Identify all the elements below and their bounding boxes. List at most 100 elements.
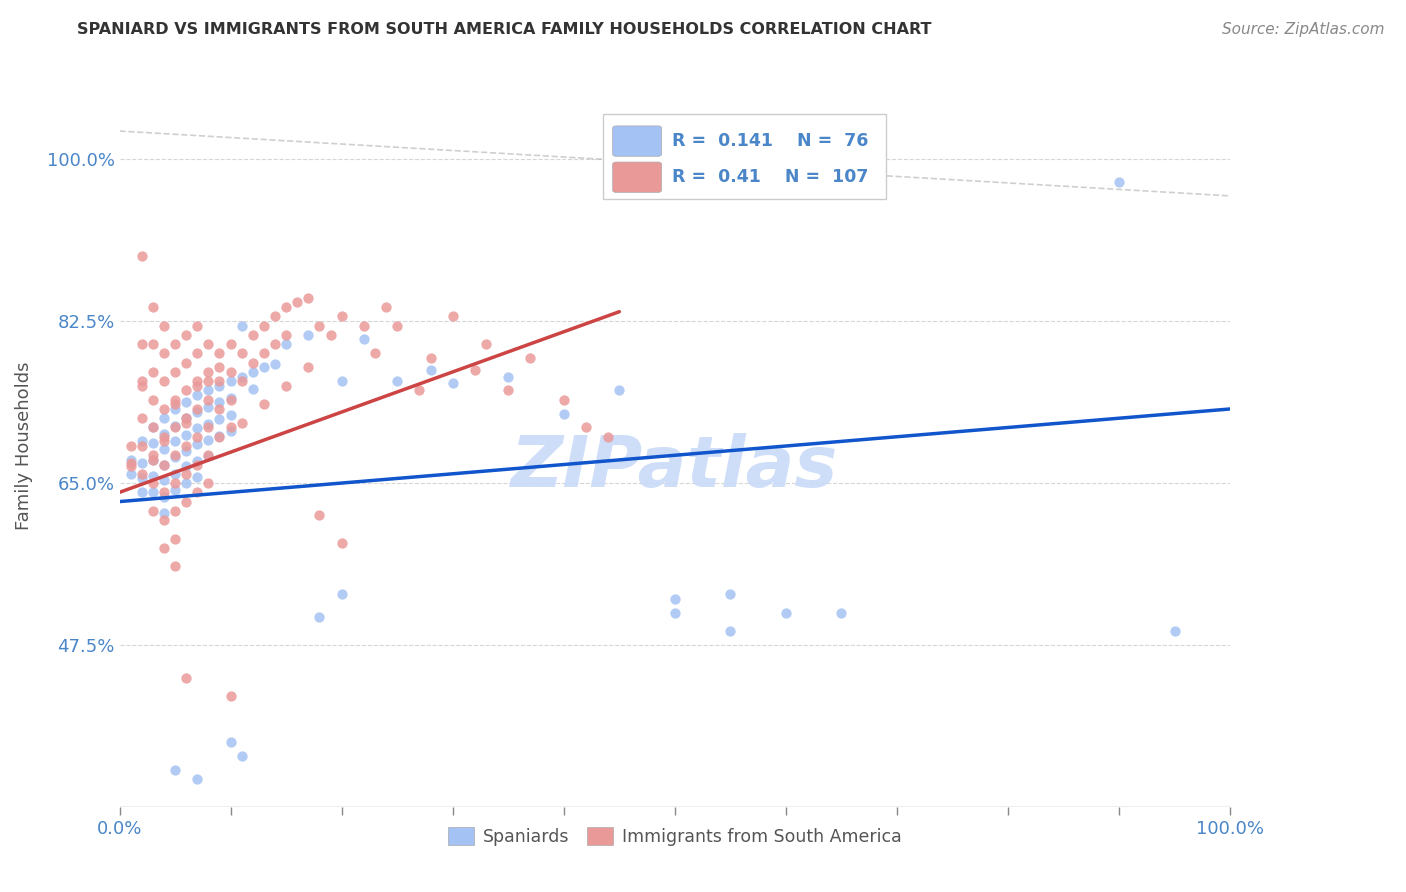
Point: [165, 504, 187, 518]
Point: [186, 437, 208, 451]
Point: [375, 300, 398, 314]
Point: [153, 430, 176, 444]
Point: [264, 358, 287, 372]
Point: [153, 458, 176, 472]
Point: [208, 374, 231, 388]
Point: [553, 392, 575, 407]
Point: [253, 318, 276, 333]
Point: [274, 300, 298, 314]
Point: [385, 374, 409, 388]
Point: [165, 418, 187, 433]
Point: [208, 346, 231, 360]
Point: [319, 327, 342, 342]
Point: [174, 411, 197, 425]
Point: [242, 327, 264, 342]
Point: [330, 310, 353, 324]
Point: [186, 374, 208, 388]
Point: [197, 476, 219, 491]
Point: [165, 476, 187, 491]
Point: [142, 453, 165, 467]
Y-axis label: Family Households: Family Households: [14, 362, 32, 530]
Point: [174, 394, 197, 409]
Point: [174, 443, 197, 458]
Point: [131, 379, 153, 393]
Point: [208, 379, 231, 393]
Point: [186, 421, 208, 435]
Point: [197, 449, 219, 463]
Point: [498, 369, 520, 384]
Point: [142, 300, 165, 314]
Point: [165, 365, 187, 379]
Point: [208, 429, 231, 443]
Point: [120, 459, 142, 474]
Point: [142, 485, 165, 500]
Point: [475, 337, 498, 351]
Point: [165, 448, 187, 462]
Point: [131, 434, 153, 449]
Point: [197, 400, 219, 414]
Point: [142, 420, 165, 434]
Point: [131, 471, 153, 485]
Text: R =  0.41    N =  107: R = 0.41 N = 107: [672, 169, 868, 186]
Point: [153, 318, 176, 333]
Point: [174, 671, 197, 685]
Point: [197, 392, 219, 407]
Point: [153, 374, 176, 388]
Legend: Spaniards, Immigrants from South America: Spaniards, Immigrants from South America: [441, 820, 908, 853]
Point: [208, 430, 231, 444]
Point: [153, 427, 176, 442]
Point: [186, 401, 208, 416]
Point: [242, 365, 264, 379]
Point: [142, 420, 165, 434]
Point: [197, 365, 219, 379]
Point: [274, 327, 298, 342]
Point: [274, 379, 298, 393]
Point: [186, 346, 208, 360]
Point: [174, 476, 197, 491]
Point: [330, 536, 353, 550]
Point: [131, 485, 153, 500]
Point: [174, 428, 197, 442]
FancyBboxPatch shape: [613, 126, 662, 156]
Point: [308, 508, 330, 523]
Point: [197, 374, 219, 388]
Point: [720, 587, 742, 601]
Point: [153, 401, 176, 416]
Point: [219, 735, 242, 749]
Point: [219, 374, 242, 388]
Point: [274, 337, 298, 351]
Text: Source: ZipAtlas.com: Source: ZipAtlas.com: [1222, 22, 1385, 37]
Point: [165, 450, 187, 464]
Point: [153, 434, 176, 449]
FancyBboxPatch shape: [613, 162, 662, 193]
Point: [598, 430, 620, 444]
Point: [165, 401, 187, 416]
Point: [242, 382, 264, 396]
Point: [165, 434, 187, 449]
Point: [186, 772, 208, 787]
Point: [231, 416, 253, 430]
Point: [165, 337, 187, 351]
Point: [519, 351, 541, 365]
Point: [186, 430, 208, 444]
Point: [775, 606, 797, 620]
Point: [153, 346, 176, 360]
Point: [253, 360, 276, 375]
Point: [464, 363, 486, 377]
Point: [142, 337, 165, 351]
Point: [219, 420, 242, 434]
Point: [353, 318, 375, 333]
Point: [120, 467, 142, 481]
Point: [664, 591, 686, 606]
Point: [186, 379, 208, 393]
Point: [231, 346, 253, 360]
Point: [609, 384, 631, 398]
Text: SPANIARD VS IMMIGRANTS FROM SOUTH AMERICA FAMILY HOUSEHOLDS CORRELATION CHART: SPANIARD VS IMMIGRANTS FROM SOUTH AMERIC…: [77, 22, 932, 37]
Point: [197, 448, 219, 462]
Point: [231, 318, 253, 333]
Point: [408, 384, 430, 398]
Point: [131, 467, 153, 481]
Point: [186, 405, 208, 419]
Point: [165, 397, 187, 411]
Point: [242, 356, 264, 370]
